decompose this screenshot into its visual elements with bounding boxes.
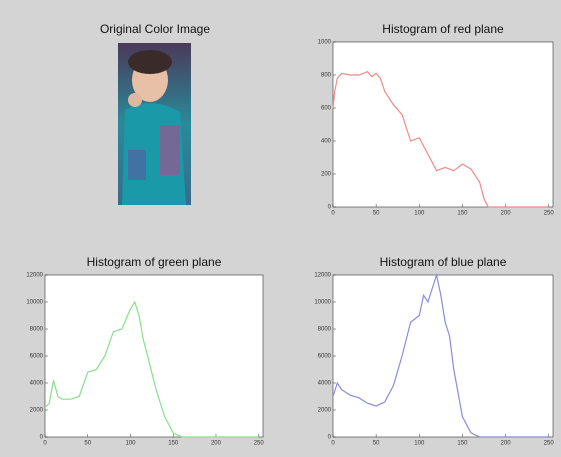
x-tick-label: 250	[544, 211, 555, 217]
y-tick-label: 6000	[318, 354, 332, 360]
x-tick-label: 150	[457, 211, 468, 217]
x-tick-label: 0	[331, 441, 335, 447]
y-tick-label: 1000	[318, 40, 332, 46]
x-tick-label: 200	[501, 441, 512, 447]
x-tick-label: 100	[414, 441, 425, 447]
plot-area	[45, 275, 263, 437]
y-tick-label: 400	[321, 139, 332, 145]
x-tick-label: 50	[373, 441, 380, 447]
x-tick-label: 150	[168, 441, 179, 447]
y-tick-label: 12000	[26, 273, 43, 279]
x-tick-label: 100	[125, 441, 136, 447]
y-tick-label: 2000	[30, 408, 44, 414]
plot-area	[333, 275, 553, 437]
x-tick-label: 150	[457, 441, 468, 447]
chart-title: Histogram of green plane	[87, 255, 222, 269]
y-tick-label: 6000	[30, 354, 44, 360]
y-tick-label: 10000	[314, 300, 331, 306]
y-tick-label: 10000	[26, 300, 43, 306]
x-tick-label: 0	[331, 211, 335, 217]
chart-title: Histogram of blue plane	[380, 255, 507, 269]
x-tick-label: 0	[43, 441, 47, 447]
y-tick-label: 800	[321, 73, 332, 79]
y-tick-label: 4000	[30, 381, 44, 387]
y-tick-label: 600	[321, 106, 332, 112]
y-tick-label: 200	[321, 172, 332, 178]
photo	[118, 43, 191, 205]
y-tick-label: 2000	[318, 408, 332, 414]
y-tick-label: 8000	[318, 327, 332, 333]
image-title: Original Color Image	[100, 22, 210, 36]
y-tick-label: 4000	[318, 381, 332, 387]
plot-area	[333, 42, 553, 207]
chart-title: Histogram of red plane	[382, 22, 504, 36]
x-tick-label: 200	[211, 441, 222, 447]
figure: Original Color Image Histogram of red pl…	[0, 0, 561, 457]
x-tick-label: 50	[373, 211, 380, 217]
x-tick-label: 200	[501, 211, 512, 217]
y-tick-label: 8000	[30, 327, 44, 333]
x-tick-label: 250	[254, 441, 265, 447]
y-tick-label: 12000	[314, 273, 331, 279]
x-tick-label: 100	[414, 211, 425, 217]
x-tick-label: 250	[544, 441, 555, 447]
x-tick-label: 50	[84, 441, 91, 447]
